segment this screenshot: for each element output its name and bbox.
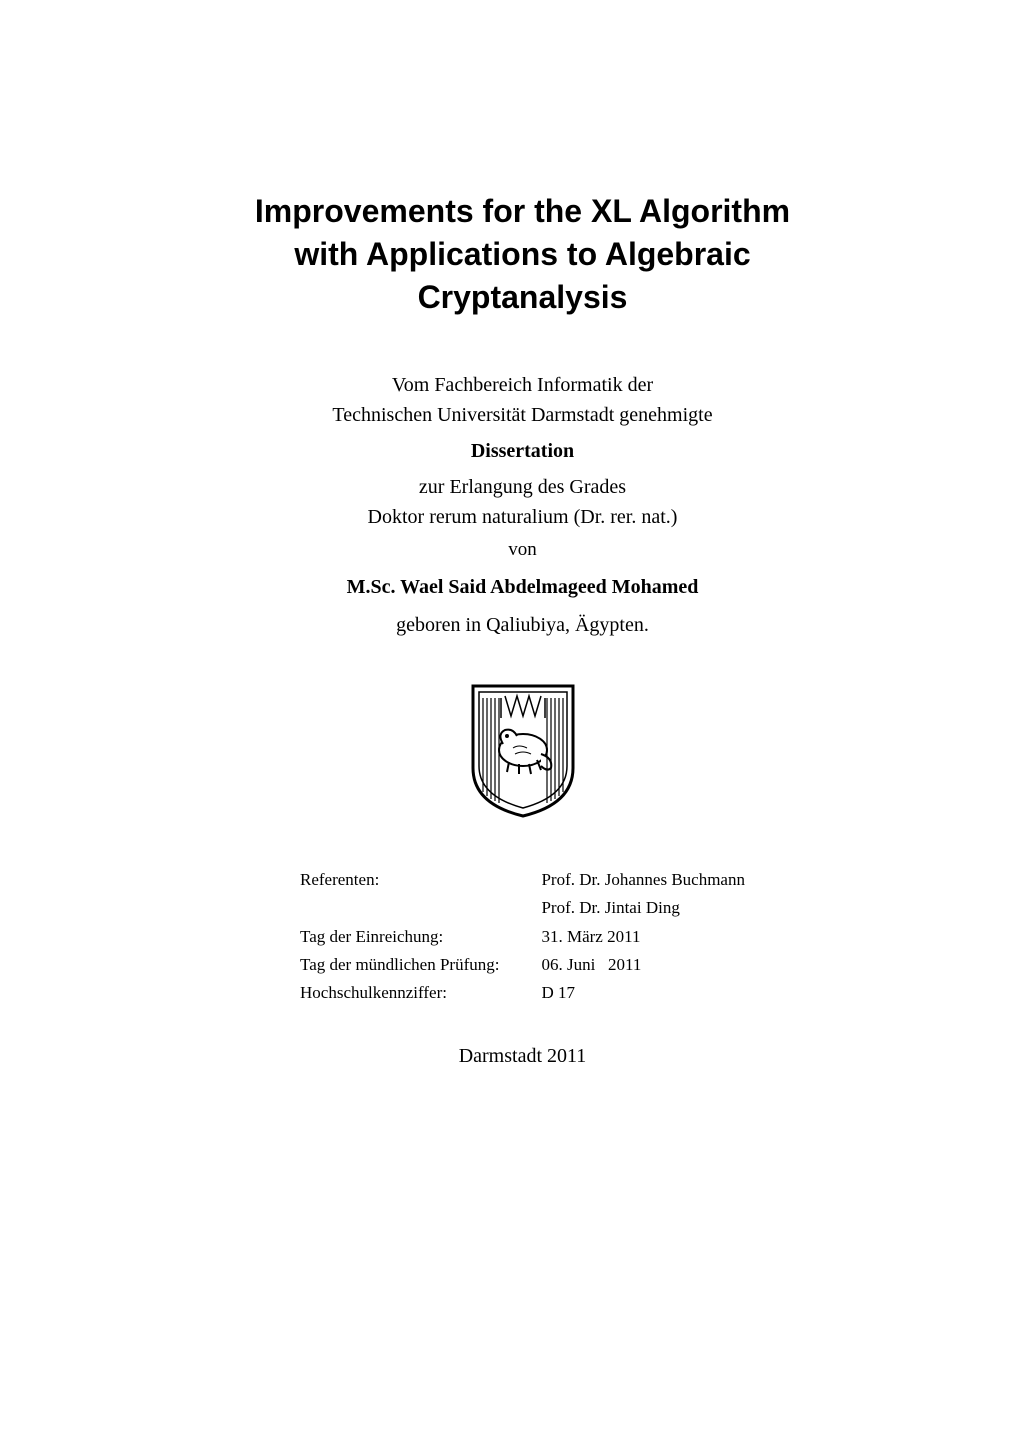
- grade-line-2: Doktor rerum naturalium (Dr. rer. nat.): [155, 502, 890, 532]
- pruefung-value: 06. Juni 2011: [541, 952, 745, 978]
- hochschulkennziffer-value: D 17: [541, 980, 745, 1006]
- von-label: von: [155, 536, 890, 565]
- info-table: Referenten: Prof. Dr. Johannes Buchmann …: [298, 865, 747, 1009]
- table-row: Tag der Einreichung: 31. März 2011: [300, 924, 745, 950]
- table-row: Referenten: Prof. Dr. Johannes Buchmann: [300, 867, 745, 893]
- seal-container: [155, 678, 890, 825]
- einreichung-label: Tag der Einreichung:: [300, 924, 539, 950]
- dissertation-label: Dissertation: [155, 436, 890, 466]
- department-line-1: Vom Fachbereich Informatik der: [155, 370, 890, 400]
- birthplace: geboren in Qaliubiya, Ägypten.: [155, 610, 890, 640]
- title-line-1: Improvements for the XL Algorithm: [255, 193, 790, 229]
- title-line-2: with Applications to Algebraic: [294, 236, 750, 272]
- einreichung-value: 31. März 2011: [541, 924, 745, 950]
- referenten-label: Referenten:: [300, 867, 539, 893]
- pruefung-label: Tag der mündlichen Prüfung:: [300, 952, 539, 978]
- table-row: Hochschulkennziffer: D 17: [300, 980, 745, 1006]
- author-name: M.Sc. Wael Said Abdelmageed Mohamed: [155, 572, 890, 602]
- referent-2: Prof. Dr. Jintai Ding: [541, 895, 745, 921]
- table-row: Tag der mündlichen Prüfung: 06. Juni 201…: [300, 952, 745, 978]
- university-seal-icon: [459, 678, 587, 825]
- title-line-3: Cryptanalysis: [418, 279, 628, 315]
- table-row: Prof. Dr. Jintai Ding: [300, 895, 745, 921]
- city-year: Darmstadt 2011: [155, 1045, 890, 1068]
- hochschulkennziffer-label: Hochschulkennziffer:: [300, 980, 539, 1006]
- referent-1: Prof. Dr. Johannes Buchmann: [541, 867, 745, 893]
- thesis-title: Improvements for the XL Algorithm with A…: [155, 190, 890, 320]
- department-line-2: Technischen Universität Darmstadt genehm…: [155, 400, 890, 430]
- grade-line-1: zur Erlangung des Grades: [155, 472, 890, 502]
- subtitle-block: Vom Fachbereich Informatik der Technisch…: [155, 370, 890, 641]
